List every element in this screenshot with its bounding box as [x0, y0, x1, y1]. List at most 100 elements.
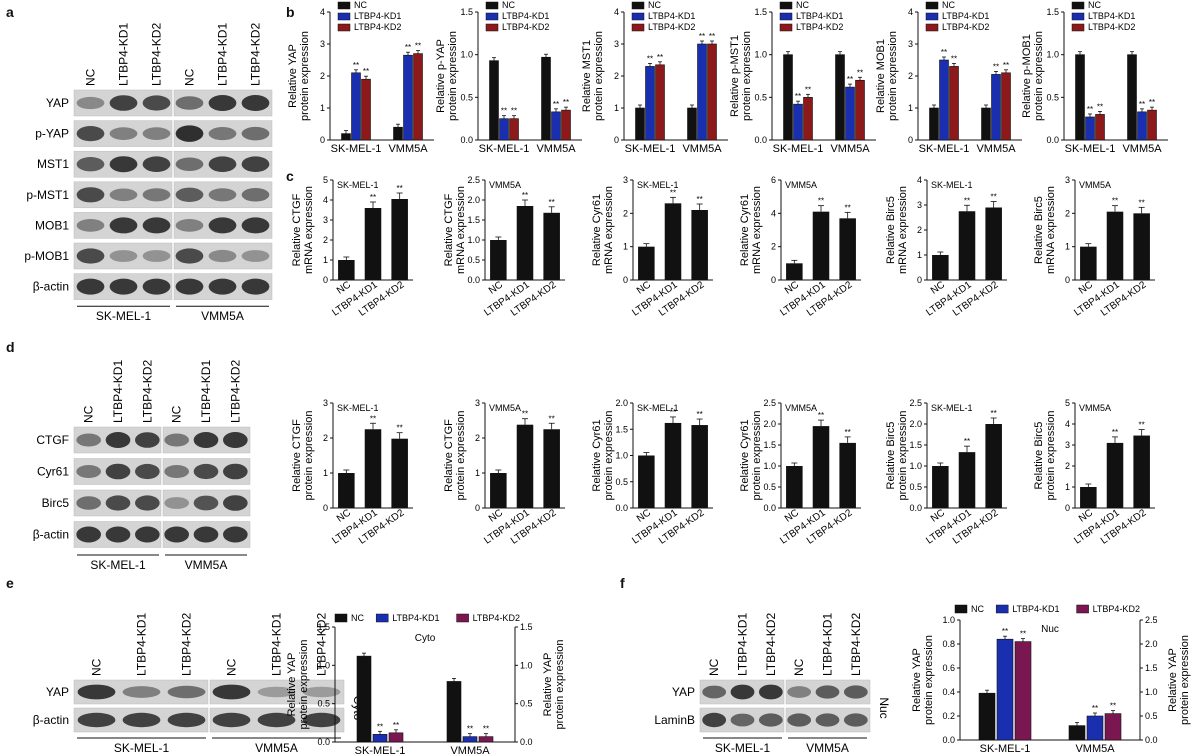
bar: [839, 218, 856, 280]
y-axis-label-right: protein expression: [1179, 635, 1191, 725]
bar-LTBP4-KD2: [1014, 641, 1032, 741]
row-label: CTGF: [36, 433, 69, 447]
bar: [338, 473, 355, 508]
lane-label: LTBP4-KD1: [117, 23, 131, 86]
panel-letter-a: a: [6, 4, 14, 20]
legend-swatch: [631, 1, 645, 10]
y-axis-label: mRNA expression: [897, 186, 909, 274]
row-label: YAP: [46, 96, 69, 110]
significance-mark: **: [397, 184, 403, 193]
bar-LTBP4-KD2: [655, 64, 665, 141]
lane-label: LTBP4-KD2: [140, 360, 154, 423]
cell-line-label: SK-MEL-1: [931, 180, 973, 190]
bar-LTBP4-KD1: [845, 86, 855, 141]
significance-mark: **: [363, 67, 369, 76]
row-label: p-MOB1: [24, 249, 69, 263]
x-tick-label: NC: [929, 507, 947, 524]
significance-mark: **: [847, 75, 853, 84]
bar: [664, 203, 682, 280]
y-tick-label: 2.5: [467, 175, 480, 185]
y-axis-label: Relative p-MST1: [729, 35, 741, 117]
lane-label: LTBP4-KD1: [821, 613, 835, 676]
significance-mark: **: [549, 198, 555, 207]
bar: [638, 455, 655, 508]
blot-band: [109, 250, 138, 262]
y-axis-label: Relative p-YAP: [435, 39, 447, 113]
row-label: YAP: [672, 685, 695, 699]
legend-label: LTBP4-KD1: [502, 11, 549, 21]
row-label: LaminB: [654, 713, 695, 727]
significance-mark: **: [405, 43, 411, 52]
chart-d2: 0 1 2 3 Relative CTGF protein expression VMM5A…: [443, 398, 565, 547]
bar-LTBP4-KD1: [1137, 111, 1147, 141]
blot-band: [241, 278, 270, 295]
y-tick-label: 2.0: [763, 419, 776, 429]
chart-b2: 0.0 0.5 1.0 1.5 Relative p-YAP protein expres…: [435, 0, 582, 155]
legend-swatch: [337, 12, 351, 21]
blot-f: NC LTBP4-KD1 LTBP4-KD2 NC LTBP4-KD1 LTBP4-KD2…: [654, 613, 891, 755]
legend-label: LTBP4-KD2: [354, 22, 401, 32]
x-tick-label: NC: [487, 279, 505, 296]
y-tick-label: 1.0: [520, 660, 533, 670]
blot-band: [164, 526, 189, 543]
blot-band: [76, 248, 105, 264]
blot-band: [257, 686, 296, 698]
significance-mark: **: [1139, 100, 1145, 109]
row-label: β-actin: [33, 528, 69, 542]
blot-band: [76, 433, 101, 447]
y-axis-label: Relative CTGF: [443, 419, 455, 492]
blot-band: [109, 217, 138, 234]
row-label: MST1: [37, 157, 69, 171]
y-tick-label: 6: [771, 175, 776, 185]
blot-band: [105, 526, 131, 543]
bar: [664, 422, 682, 508]
bar-NC: [635, 107, 645, 141]
blot-d: NC LTBP4-KD1 LTBP4-KD2 NC LTBP4-KD1 LTBP4-KD2…: [33, 360, 251, 572]
legend-swatch: [1071, 23, 1085, 32]
legend-label: NC: [1088, 0, 1101, 10]
lane-label: LTBP4-KD1: [216, 23, 230, 86]
chart-b3: 0 1 2 3 4 Relative MST1 protein expression SK-M…: [581, 0, 728, 155]
bar-LTBP4-KD1: [939, 59, 949, 141]
bar: [364, 429, 382, 508]
bar-LTBP4-KD1: [351, 72, 361, 141]
legend-swatch: [456, 613, 469, 623]
cell-line-label: SK-MEL-1: [337, 403, 379, 413]
significance-mark: **: [709, 32, 715, 41]
y-tick-label: 1: [917, 250, 922, 260]
blot-band: [76, 96, 105, 110]
blot-band: [730, 684, 755, 700]
blot-band: [241, 94, 270, 112]
legend-label: NC: [796, 0, 809, 10]
chart-b5: 0 1 2 3 4 Relative MOB1 protein expression SK-M…: [875, 0, 1022, 155]
row-label: β-actin: [33, 713, 69, 727]
lane-label: NC: [90, 658, 104, 676]
bar: [812, 211, 830, 280]
y-tick-label: 3: [475, 398, 480, 408]
lane-label: NC: [82, 405, 96, 423]
significance-mark: **: [964, 196, 970, 205]
y-axis-label: Relative CTGF: [291, 193, 303, 266]
bar: [338, 260, 355, 280]
y-tick-label: 2: [320, 71, 325, 81]
blot-band: [175, 125, 204, 142]
bar: [1106, 442, 1124, 508]
y-tick-label: 0.0: [615, 503, 628, 513]
y-tick-label: 4: [771, 208, 776, 218]
significance-mark: **: [393, 721, 399, 730]
blot-band: [77, 712, 116, 728]
panel-letter-e: e: [6, 575, 14, 591]
x-tick-label: VMM5A: [830, 143, 870, 155]
blot-band: [223, 526, 248, 543]
chart-c5: 0 1 2 3 4 Relative Birc5 mRNA expression SK-MEL…: [885, 175, 1007, 319]
significance-mark: **: [563, 98, 569, 107]
y-axis-label: protein expression: [603, 411, 615, 501]
panel-letter-d: d: [6, 339, 15, 355]
fraction-label: Nuc: [877, 697, 891, 718]
significance-mark: **: [415, 42, 421, 51]
row-label: p-YAP: [35, 127, 69, 141]
legend-label: NC: [351, 613, 364, 623]
significance-mark: **: [951, 54, 957, 63]
blot-band: [135, 432, 160, 448]
blot-band: [758, 684, 783, 700]
